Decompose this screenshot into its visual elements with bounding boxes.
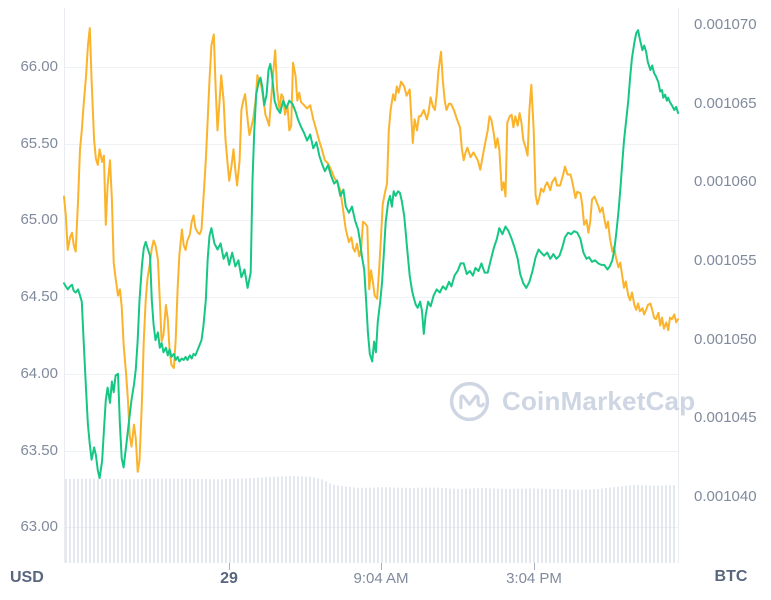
y-axis-label-usd: 63.00 bbox=[20, 518, 58, 535]
y-axis-label-btc: 0.001040 bbox=[694, 488, 757, 505]
y-axis-label-usd: 66.00 bbox=[20, 58, 58, 75]
right-axis-unit-label: BTC bbox=[714, 568, 748, 585]
y-axis-label-btc: 0.001070 bbox=[694, 16, 757, 33]
x-axis-label: 29 bbox=[220, 570, 238, 587]
btc-price-line bbox=[63, 27, 679, 473]
y-axis-label-usd: 64.50 bbox=[20, 288, 58, 305]
y-axis-label-usd: 64.00 bbox=[20, 365, 58, 382]
volume-bars bbox=[65, 476, 675, 563]
y-axis-label-btc: 0.001055 bbox=[694, 252, 757, 269]
x-axis-label: 9:04 AM bbox=[353, 570, 409, 587]
y-axis-label-usd: 63.50 bbox=[20, 442, 58, 459]
y-axis-label-usd: 65.50 bbox=[20, 135, 58, 152]
usd-price-line bbox=[63, 29, 679, 480]
y-axis-label-btc: 0.001045 bbox=[694, 409, 757, 426]
x-axis-label: 3:04 PM bbox=[506, 570, 562, 587]
y-axis-label-usd: 65.00 bbox=[20, 211, 58, 228]
y-axis-label-btc: 0.001060 bbox=[694, 173, 757, 190]
y-axis-label-btc: 0.001050 bbox=[694, 331, 757, 348]
y-axis-label-btc: 0.001065 bbox=[694, 95, 757, 112]
left-axis-unit-label: USD bbox=[10, 569, 44, 586]
